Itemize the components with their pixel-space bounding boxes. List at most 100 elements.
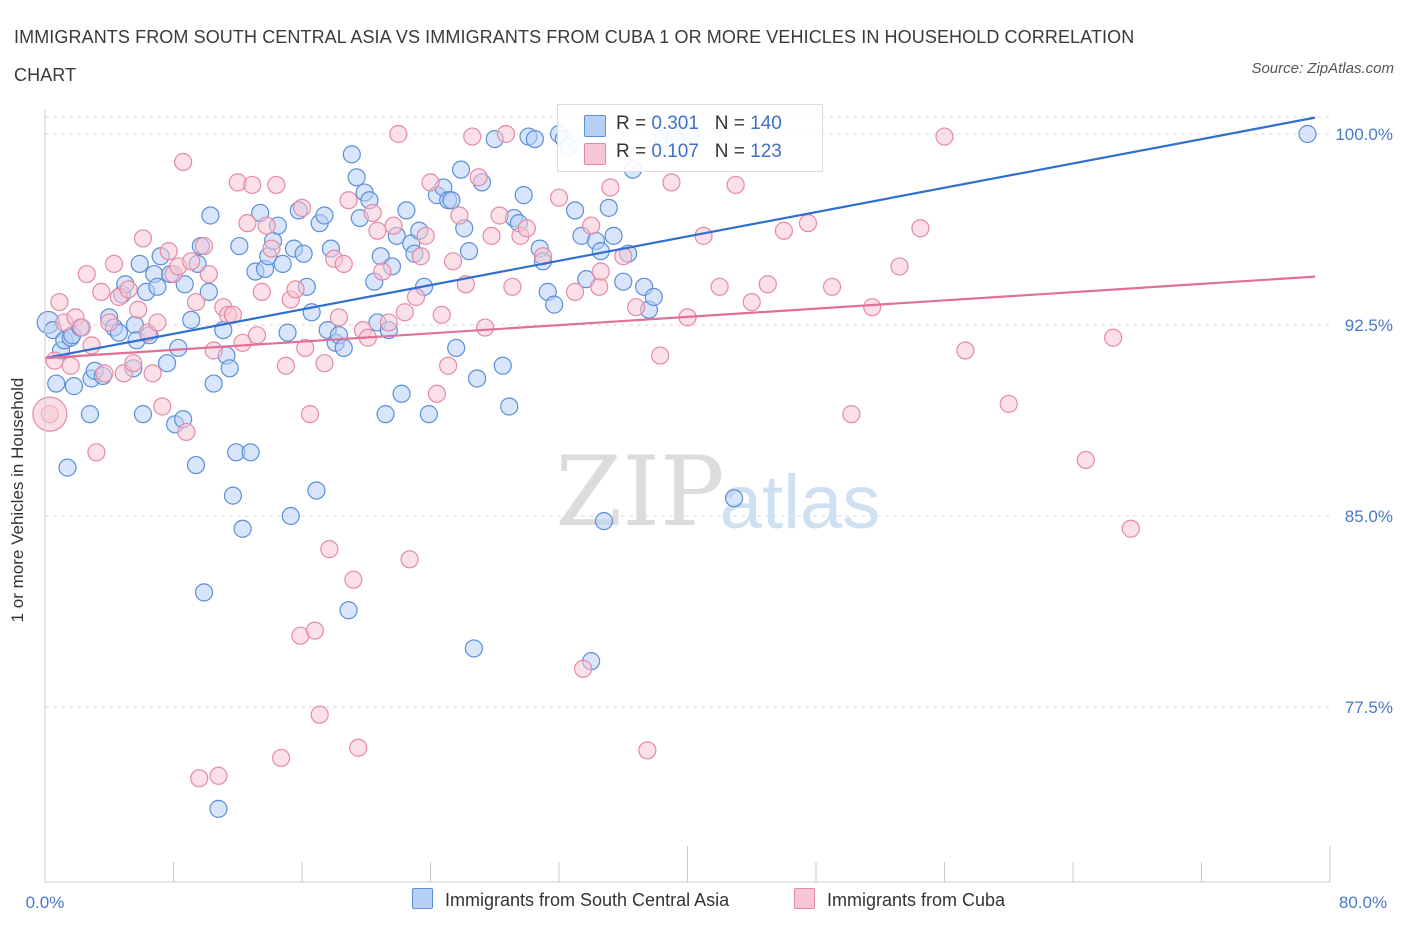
data-point (220, 359, 239, 378)
data-point (419, 405, 438, 424)
blue-swatch-icon (412, 888, 433, 909)
legend-item-south-central-asia[interactable]: Immigrants from South Central Asia (412, 888, 729, 911)
pink-swatch-icon (794, 888, 815, 909)
data-point (599, 198, 618, 217)
r-value: 0.107 (651, 141, 699, 162)
data-point (503, 277, 522, 296)
data-point (143, 364, 162, 383)
data-point (153, 397, 172, 416)
data-point (463, 127, 482, 146)
data-point (92, 282, 111, 301)
data-point (262, 239, 281, 258)
data-point (590, 277, 609, 296)
n-label: N = (714, 141, 745, 162)
data-point (493, 356, 512, 375)
data-point (573, 659, 593, 678)
data-point (64, 377, 84, 396)
stats-legend: R = 0.301 N = 140 R = 0.107 N = 123 (557, 104, 823, 172)
data-point (194, 583, 214, 602)
data-point (204, 341, 223, 360)
y-tick-label: 85.0% (1345, 507, 1393, 526)
data-point (194, 236, 214, 256)
data-point (774, 221, 793, 240)
data-point (175, 275, 194, 294)
data-point (406, 287, 426, 307)
data-point (204, 374, 223, 393)
data-point (427, 384, 447, 403)
n-value: 123 (750, 141, 782, 162)
data-point (100, 313, 119, 332)
data-point (182, 252, 201, 271)
data-point (157, 354, 177, 373)
y-tick-label: 77.5% (1345, 698, 1393, 717)
data-point (305, 621, 324, 640)
x-tick-label: 80.0% (1339, 893, 1387, 912)
data-point (159, 242, 178, 261)
data-point (339, 191, 358, 210)
data-point (320, 540, 339, 559)
data-point (651, 346, 670, 365)
data-point (591, 262, 610, 281)
source-label: Source: ZipAtlas.com (1251, 60, 1394, 77)
data-point (459, 242, 479, 261)
data-point (389, 124, 408, 144)
blue-swatch-icon (584, 115, 606, 137)
data-point (496, 124, 516, 144)
data-point (758, 275, 777, 294)
data-point (129, 300, 148, 319)
trend-layer (44, 116, 1316, 360)
data-point (392, 384, 411, 403)
data-point (447, 338, 466, 358)
data-point (999, 394, 1018, 414)
data-point (601, 178, 620, 197)
trend-line (44, 275, 1316, 360)
data-point (842, 405, 861, 424)
data-point (315, 354, 334, 373)
legend-label: Immigrants from South Central Asia (445, 890, 730, 910)
data-point (124, 354, 143, 373)
data-point (604, 226, 623, 245)
data-point (329, 308, 349, 327)
data-point (61, 356, 80, 375)
data-point (190, 769, 209, 788)
data-point (243, 175, 262, 195)
data-point (525, 129, 545, 149)
data-point (822, 277, 842, 296)
data-point (267, 175, 286, 195)
data-point (476, 318, 495, 337)
data-point (241, 443, 260, 462)
data-point (169, 338, 188, 358)
trend-line (44, 116, 1316, 360)
data-point (339, 601, 358, 620)
data-point (104, 254, 124, 273)
y-tick-label: 92.5% (1345, 316, 1393, 335)
data-point (726, 175, 745, 195)
data-point (450, 206, 469, 225)
chart-title: IMMIGRANTS FROM SOUTH CENTRAL ASIA VS IM… (14, 27, 1135, 85)
data-point (517, 219, 536, 238)
data-point (230, 236, 249, 256)
data-point (956, 341, 975, 360)
data-point (490, 206, 509, 225)
data-point (233, 333, 252, 352)
data-point (292, 198, 312, 217)
data-point (201, 206, 220, 225)
data-point (272, 748, 291, 768)
legend-item-cuba[interactable]: Immigrants from Cuba (794, 888, 1005, 911)
data-point (594, 511, 614, 531)
data-point (186, 455, 206, 475)
data-point (724, 489, 744, 508)
data-point (451, 160, 471, 179)
data-point (464, 639, 483, 658)
data-point (582, 216, 601, 235)
data-point (344, 570, 363, 589)
r-label: R = (616, 141, 647, 162)
data-point (644, 287, 663, 307)
data-point (199, 264, 218, 284)
watermark-atlas: atlas (720, 460, 881, 545)
data-point (545, 295, 564, 314)
data-point (133, 229, 153, 248)
pink-swatch-icon (584, 143, 606, 165)
data-point (130, 254, 149, 273)
data-point (77, 264, 96, 284)
